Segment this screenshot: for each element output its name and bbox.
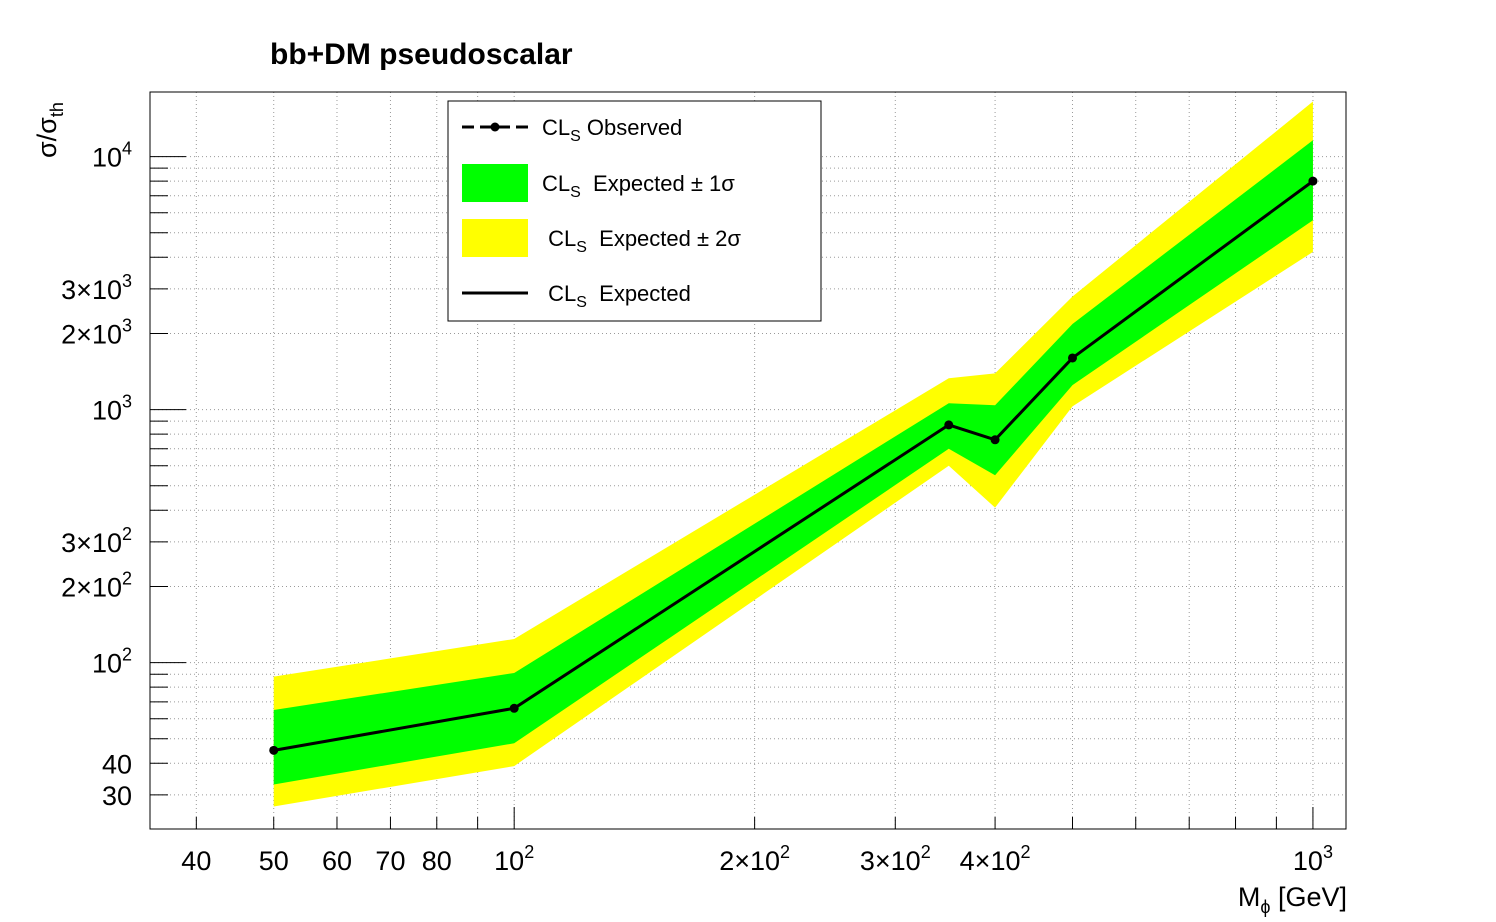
y-tick-label-exp: 3 [122,271,132,291]
legend-1sigma-swatch [462,164,528,202]
observed-point [1067,353,1077,363]
y-tick-label-base: 30 [102,781,132,811]
x-tick-label: 70 [375,846,405,876]
series-lines [269,176,1318,755]
y-tick-label-base: 40 [102,749,132,779]
band-1sigma [273,140,1313,785]
x-axis-label-main: M [1238,882,1261,912]
x-tick-label-base: 3×10 [860,846,921,876]
legend-label-main: CL [542,226,576,251]
legend-label-sub: S [576,294,587,311]
y-tick-label-exp: 3 [122,315,132,335]
y-tick-label-base: 2×10 [61,319,122,349]
x-tick-label: 3×102 [860,842,931,876]
y-tick-label-exp: 2 [122,645,132,665]
observed-line [273,180,1314,752]
observed-point [990,435,1000,445]
legend-label: CLS Expected ± 1σ [542,171,735,201]
legend-observed-marker [490,122,500,132]
bands [273,101,1313,807]
legend-label-sub: S [570,184,581,201]
legend-label-main: CL [542,171,570,196]
legend-box [447,100,822,322]
chart-title: bb+DM pseudoscalar [270,38,573,71]
plot-frame [149,91,1347,830]
x-tick-label-exp: 2 [524,842,534,862]
x-tick-label: 103 [1293,842,1333,876]
y-tick-label-base: 3×10 [61,528,122,558]
y-tick-label: 102 [92,645,132,679]
y-tick-label: 40 [102,749,132,779]
y-tick-label-exp: 2 [122,568,132,588]
x-tick-label: 50 [259,846,289,876]
observed-point [1308,176,1318,186]
x-tick-label-base: 60 [322,846,352,876]
x-tick-label-exp: 2 [780,842,790,862]
y-axis-label-main: σ/σ [32,117,62,158]
legend-label-sub: S [576,239,587,256]
x-tick-label: 102 [494,842,534,876]
x-tick-label-base: 10 [494,846,524,876]
y-tick-label-base: 10 [92,143,122,173]
x-axis-label-unit: [GeV] [1270,882,1347,912]
observed-point [269,745,279,755]
observed-point [944,420,954,430]
legend-label-main: CL [542,115,570,140]
legend-label-rest: Expected [587,281,691,306]
band-2sigma [273,101,1313,807]
legend-label: CLS Expected [542,281,691,311]
legend-label-rest: Observed [581,115,683,140]
frame [149,91,1347,830]
x-tick-label: 60 [322,846,352,876]
y-tick-label-exp: 2 [122,524,132,544]
x-tick-label: 40 [181,846,211,876]
y-tick-label-base: 10 [92,396,122,426]
y-tick-label: 2×102 [61,568,132,602]
legend-label: CLS Expected ± 2σ [542,226,741,256]
legend-label-main: CL [542,281,576,306]
x-tick-label-base: 4×10 [960,846,1021,876]
x-tick-label-exp: 2 [1020,842,1030,862]
x-tick-label-base: 80 [422,846,452,876]
x-tick-label-base: 10 [1293,846,1323,876]
x-tick-label: 80 [422,846,452,876]
legend-label-sub: S [570,128,581,145]
x-tick-label: 2×102 [719,842,790,876]
x-tick-label-exp: 3 [1323,842,1333,862]
x-tick-label-base: 2×10 [719,846,780,876]
x-axis-label-sub: ϕ [1260,897,1270,917]
y-tick-label: 104 [92,139,132,173]
x-tick-label: 4×102 [960,842,1031,876]
y-tick-label: 3×103 [61,271,132,305]
y-tick-label-base: 2×10 [61,572,122,602]
x-tick-label-base: 40 [181,846,211,876]
y-tick-label: 103 [92,392,132,426]
y-axis-label: σ/σth [32,102,67,158]
observed-point [509,703,519,713]
x-axis-label: Mϕ [GeV] [1238,882,1347,917]
y-tick-label-base: 3×10 [61,275,122,305]
y-tick-label-base: 10 [92,649,122,679]
y-tick-label: 3×102 [61,524,132,558]
legend-2sigma-swatch [462,219,528,257]
legend-label: CLS Observed [542,115,682,145]
y-axis-label-sub: th [47,102,67,117]
y-tick-label: 2×103 [61,315,132,349]
y-tick-label: 30 [102,781,132,811]
legend-label-rest: Expected ± 1σ [581,171,735,196]
tick-labels: 40 50 60 70 80 102 2×102 3×102 4×102 10330401022×… [61,139,1333,876]
x-tick-label-exp: 2 [921,842,931,862]
x-tick-label-base: 50 [259,846,289,876]
y-tick-label-exp: 3 [122,392,132,412]
legend-label-rest: Expected ± 2σ [587,226,741,251]
y-tick-label-exp: 4 [122,139,132,159]
x-tick-label-base: 70 [375,846,405,876]
